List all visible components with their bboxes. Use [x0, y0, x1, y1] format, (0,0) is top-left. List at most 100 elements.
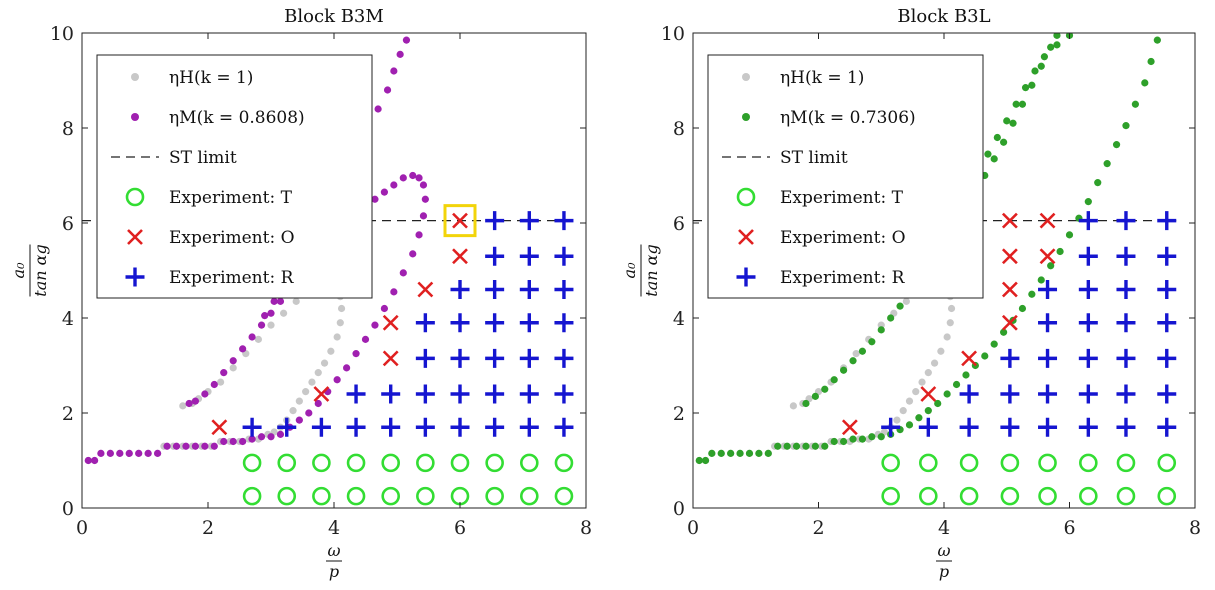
eta-h-point [308, 378, 316, 386]
experiment-r-marker [554, 384, 574, 404]
experiment-t-marker [277, 453, 297, 473]
experiment-r-marker [1038, 417, 1058, 437]
eta-m-point [374, 105, 382, 113]
eta-m-point [792, 442, 801, 450]
legend-plus-icon [125, 267, 145, 287]
highlight-box [443, 204, 477, 238]
eta-m-point [220, 437, 228, 446]
y-tick-label: 2 [673, 403, 685, 425]
eta-h-point [267, 321, 275, 329]
eta-m-point [981, 352, 989, 360]
experiment-o-marker [1039, 212, 1056, 229]
legend-box [707, 54, 984, 299]
experiment-r-marker [450, 348, 470, 368]
experiment-t-marker [450, 486, 470, 506]
chart-title: Block B3L [897, 6, 990, 27]
experiment-r-marker [519, 348, 539, 368]
experiment-t-marker [1038, 486, 1057, 506]
experiment-r-marker [1078, 417, 1098, 437]
experiment-r-marker [415, 348, 435, 368]
experiment-r-marker [1116, 246, 1136, 266]
eta-m-point [811, 442, 819, 450]
eta-m-point [1094, 179, 1102, 187]
experiment-t-marker [1116, 486, 1136, 506]
eta-h-point [179, 402, 187, 410]
eta-h-point [229, 364, 237, 372]
legend-dot-icon [742, 73, 750, 81]
eta-m-point [314, 399, 322, 408]
eta-m-point [191, 442, 199, 450]
experiment-r-marker [450, 417, 470, 437]
eta-m-point [943, 390, 951, 398]
eta-m-point [144, 449, 152, 457]
experiment-r-marker [485, 348, 505, 368]
experiment-t-marker [1116, 453, 1136, 473]
experiment-o-marker [382, 350, 399, 367]
eta-m-point [1000, 138, 1008, 146]
chart-panel-2: 0 2 4 6 8 0 2 4 6 8 10 Block B3L ωp a₀ tan αg ηH(k = 1)… [620, 6, 1201, 581]
legend: ηH(k = 1) ηM(k = 0.8608) ST limit Experimen… [96, 54, 373, 299]
y-axis-label: a₀ tan αg [620, 244, 661, 296]
eta-m-point [727, 449, 735, 457]
eta-m-point [399, 174, 407, 182]
experiment-t-marker [959, 486, 979, 506]
eta-m-point [415, 174, 423, 182]
legend-dot-icon [742, 113, 750, 121]
eta-h-point [336, 319, 344, 327]
eta-m-point [1037, 276, 1045, 284]
x-axis-label-numerator: ω [327, 541, 340, 560]
eta-h-point [905, 397, 914, 405]
experiment-r-marker [381, 384, 401, 404]
eta-m-point [248, 333, 256, 341]
y-axis-label-denominator: tan αg [31, 244, 50, 296]
eta-m-point [1153, 36, 1161, 44]
experiment-r-marker [1078, 246, 1098, 266]
eta-m-point [182, 442, 190, 450]
experiment-r-marker [1000, 384, 1020, 404]
eta-m-point [201, 442, 209, 450]
experiment-r-marker [1116, 348, 1136, 368]
x-tick-label: 2 [202, 517, 214, 539]
eta-m-point [239, 437, 247, 446]
x-tick-label: 0 [76, 517, 88, 539]
eta-m-point [915, 414, 923, 422]
experiment-r-marker [485, 246, 505, 266]
eta-m-point [1056, 247, 1064, 256]
eta-m-point [125, 449, 133, 457]
eta-m-point [868, 338, 876, 346]
eta-m-point [267, 309, 275, 317]
eta-m-point [239, 345, 247, 353]
eta-m-point [163, 442, 171, 450]
eta-m-point [821, 385, 829, 393]
experiment-r-marker [554, 348, 574, 368]
experiment-t-marker [312, 486, 331, 506]
y-tick-label: 6 [62, 213, 74, 235]
experiment-r-marker [918, 417, 938, 437]
legend-dot-icon [131, 113, 139, 121]
eta-m-point [421, 195, 429, 203]
eta-h-point [902, 297, 910, 305]
experiment-r-marker [554, 246, 574, 266]
experiment-o-marker [452, 248, 468, 265]
experiment-r-marker [1078, 211, 1098, 231]
legend-x-icon [738, 229, 754, 245]
legend-plus-icon [736, 267, 756, 287]
experiment-r-marker [881, 417, 901, 437]
eta-h-point [893, 416, 901, 424]
experiment-r-marker [415, 313, 435, 333]
experiment-t-marker [1000, 453, 1020, 473]
eta-m-point [415, 231, 423, 239]
y-axis-label: a₀ tan αg [9, 244, 50, 296]
eta-m-point [261, 312, 269, 320]
eta-m-point [220, 369, 228, 377]
eta-m-point [708, 449, 716, 457]
eta-m-point [896, 302, 904, 310]
eta-m-point [371, 195, 379, 203]
eta-m-point [840, 437, 848, 446]
eta-m-point [116, 449, 124, 457]
experiment-o-marker [1039, 248, 1056, 265]
eta-m-point [993, 133, 1001, 142]
experiment-t-marker [1000, 486, 1020, 506]
eta-h-point [280, 309, 288, 317]
legend-label: Experiment: T [169, 188, 293, 208]
